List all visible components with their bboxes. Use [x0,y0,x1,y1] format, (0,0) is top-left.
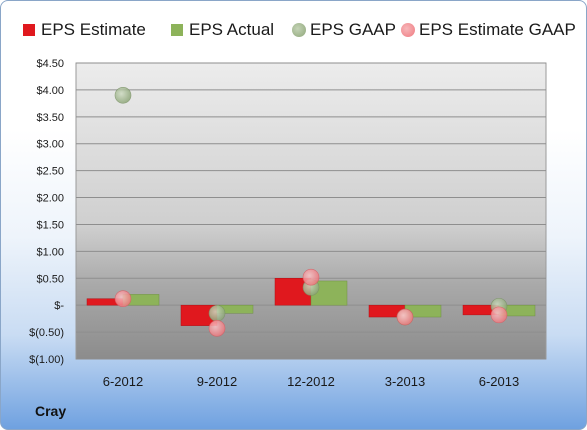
dot-eps-estimate-gaap [114,290,132,308]
chart-legend: EPS Estimate EPS Actual EPS GAAP EPS Est… [1,17,586,43]
legend-label-eps-actual: EPS Actual [189,20,275,39]
y-tick-label: $1.00 [36,246,64,258]
dot-eps-estimate-gaap [302,268,320,286]
y-tick-label: $4.50 [36,58,64,70]
legend-swatch-eps-gaap [292,23,306,37]
y-tick-label: $(0.50) [29,327,64,339]
y-tick-label: $0.50 [36,273,64,285]
y-tick-label: $1.50 [36,219,64,231]
dot-eps-gaap [114,86,132,104]
x-tick-label: 12-2012 [287,374,335,389]
company-name: Cray [35,403,67,419]
dot-eps-estimate-gaap [208,320,226,337]
legend-label-eps-estimate: EPS Estimate [41,20,146,39]
dot-eps-estimate-gaap [490,306,508,324]
legend-swatch-eps-actual [171,24,183,36]
dot-eps-gaap [208,304,226,322]
x-tick-label: 3-2013 [385,374,425,389]
legend-swatch-eps-estimate-gaap [401,23,415,37]
y-tick-label: $2.00 [36,193,64,205]
legend-swatch-eps-estimate [23,24,35,36]
y-tick-label: $3.50 [36,112,64,124]
x-tick-label: 6-2013 [479,374,519,389]
y-tick-label: $(1.00) [29,354,64,366]
y-tick-label: $3.00 [36,139,64,151]
legend-label-eps-estimate-gaap: EPS Estimate GAAP [419,20,576,39]
y-tick-label: $4.00 [36,85,64,97]
legend-label-eps-gaap: EPS GAAP [310,20,396,39]
dot-eps-estimate-gaap [396,308,414,326]
y-tick-label: $2.50 [36,166,64,178]
x-tick-label: 6-2012 [103,374,143,389]
y-tick-label: $- [54,300,64,312]
x-tick-label: 9-2012 [197,374,237,389]
